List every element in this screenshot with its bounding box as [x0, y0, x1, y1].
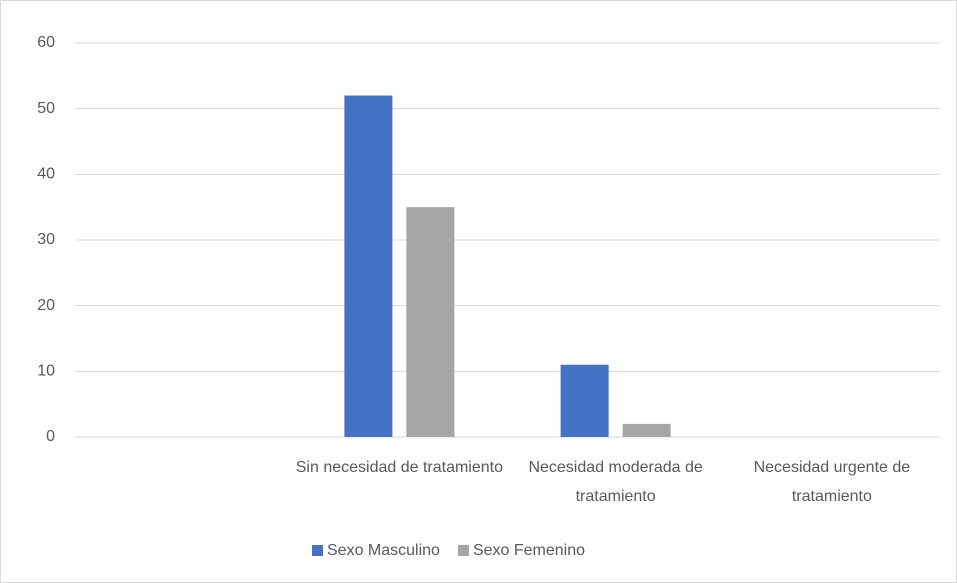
- legend-label: Sexo Femenino: [473, 542, 585, 559]
- x-tick-label: Necesidad urgente de tratamiento: [753, 459, 911, 505]
- y-tick-label: 20: [37, 297, 55, 314]
- x-tick-label: Sin necesidad de tratamiento: [295, 459, 503, 476]
- legend-label: Sexo Masculino: [327, 542, 440, 559]
- y-tick-label: 40: [37, 166, 55, 183]
- y-tick-label: 30: [37, 231, 55, 248]
- legend-swatch: [457, 545, 469, 556]
- bar: [344, 95, 393, 438]
- y-tick-label: 0: [46, 428, 55, 445]
- bar: [560, 364, 609, 437]
- y-tick-label: 10: [37, 363, 55, 380]
- legend-swatch: [312, 545, 323, 556]
- y-tick-label: 50: [37, 100, 55, 117]
- y-tick-label: 60: [37, 34, 55, 51]
- bar: [406, 207, 455, 437]
- x-tick-label: Necesidad moderada de tratamiento: [528, 459, 703, 505]
- bar: [622, 423, 671, 437]
